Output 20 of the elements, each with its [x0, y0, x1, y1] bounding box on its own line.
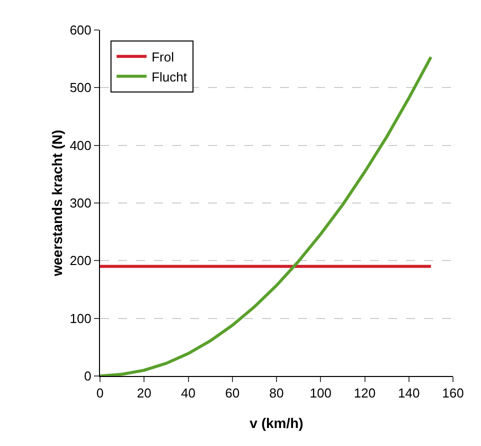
- x-tick-label: 0: [96, 386, 104, 401]
- legend-label: Frol: [152, 49, 174, 64]
- y-tick-label: 600: [70, 22, 92, 38]
- y-axis-title: weerstands kracht (N): [49, 130, 65, 278]
- y-tick-label: 400: [70, 138, 92, 153]
- x-tick-label: 120: [354, 386, 376, 401]
- y-tick-label: 0: [84, 368, 92, 384]
- x-axis-title: v (km/h): [250, 415, 304, 431]
- x-tick-label: 100: [310, 386, 332, 401]
- x-tick-label: 60: [225, 386, 240, 401]
- legend-label: Flucht: [152, 69, 188, 84]
- x-tick-label: 140: [398, 386, 420, 401]
- y-tick-label: 300: [70, 196, 92, 211]
- y-tick-label: 200: [70, 253, 92, 268]
- y-tick-label: 100: [70, 310, 92, 326]
- x-tick-label: 20: [136, 386, 152, 401]
- x-tick-label: 80: [269, 386, 284, 401]
- y-tick-label: 500: [70, 80, 92, 96]
- x-tick-label: 40: [181, 386, 196, 401]
- x-tick-label: 160: [442, 386, 464, 401]
